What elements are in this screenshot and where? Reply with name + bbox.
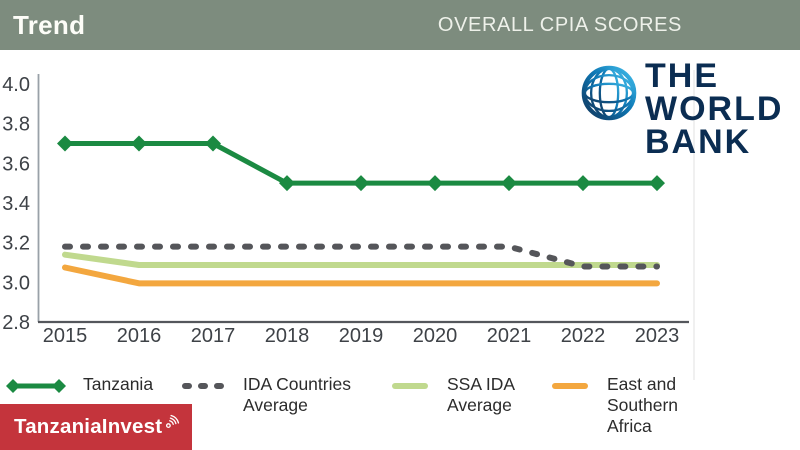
world-bank-wordmark: THE WORLD BANK (645, 57, 784, 161)
header-bar: Trend OVERALL CPIA SCORES (0, 0, 800, 50)
series-line-ssa-ida-average (62, 251, 660, 268)
series-line-east-and-southern-africa (62, 264, 660, 287)
diamond-marker (205, 135, 221, 152)
y-tick-label: 3.6 (2, 153, 30, 175)
diamond-marker (575, 175, 591, 192)
legend-marker-diamond-line (6, 379, 66, 393)
signal-waves-icon (166, 414, 180, 428)
series-line-ida-countries-average (62, 243, 660, 270)
diamond-marker (427, 175, 443, 192)
diamond-marker (649, 175, 665, 192)
legend-item-tanzania: Tanzania (4, 374, 153, 395)
diamond-marker (57, 135, 73, 152)
chart-title: OVERALL CPIA SCORES (437, 13, 682, 36)
cpia-line-chart: 2.8 3.0 3.2 3.4 3.6 3.8 4.0 2015 2016 2017 2018 201… (2, 70, 695, 380)
legend-item-ida-countries-average: IDA Countries Average (178, 374, 361, 416)
y-tick-label: 3.8 (2, 114, 30, 136)
y-tick-label: 3.0 (2, 272, 30, 294)
chart-legend: Tanzania IDA Countries Average SSA IDA Ave… (0, 374, 800, 450)
diamond-marker (501, 175, 517, 192)
wb-line-1: THE (645, 57, 719, 95)
diamond-marker (131, 135, 147, 152)
legend-marker-line (552, 383, 588, 389)
x-tick-label: 2015 (43, 325, 88, 347)
x-tick-label: 2019 (339, 325, 384, 347)
diamond-marker (279, 175, 295, 192)
wb-line-3: BANK (645, 123, 752, 161)
legend-marker-line (392, 383, 428, 389)
x-tick-label: 2017 (191, 325, 236, 347)
y-tick-label: 3.4 (2, 193, 30, 215)
y-tick-label: 2.8 (2, 312, 30, 334)
legend-label: Tanzania (83, 374, 154, 394)
legend-item-east-and-southern-africa: East and Southern Africa (548, 374, 693, 437)
x-tick-label: 2020 (413, 325, 458, 347)
tanzaniainvest-wordmark: TanzaniaInvest (14, 415, 163, 438)
legend-marker-dashed-line (182, 383, 224, 389)
legend-label: East and Southern Africa (607, 374, 679, 436)
legend-label: IDA Countries Average (243, 374, 351, 415)
wb-line-2: WORLD (645, 90, 784, 128)
y-tick-label: 3.2 (2, 233, 30, 255)
diamond-marker (353, 175, 369, 192)
x-tick-label: 2022 (561, 325, 606, 347)
legend-label: SSA IDA Average (447, 374, 515, 415)
page-title: Trend (13, 9, 86, 40)
world-bank-globe-icon (581, 65, 637, 121)
y-tick-label: 4.0 (2, 74, 30, 96)
x-tick-label: 2023 (635, 325, 680, 347)
x-tick-label: 2021 (487, 325, 532, 347)
tanzaniainvest-watermark: TanzaniaInvest (0, 404, 192, 450)
x-tick-label: 2018 (265, 325, 310, 347)
x-tick-label: 2016 (117, 325, 162, 347)
world-bank-logo: THE WORLD BANK (580, 59, 783, 159)
legend-item-ssa-ida-average: SSA IDA Average (388, 374, 527, 416)
